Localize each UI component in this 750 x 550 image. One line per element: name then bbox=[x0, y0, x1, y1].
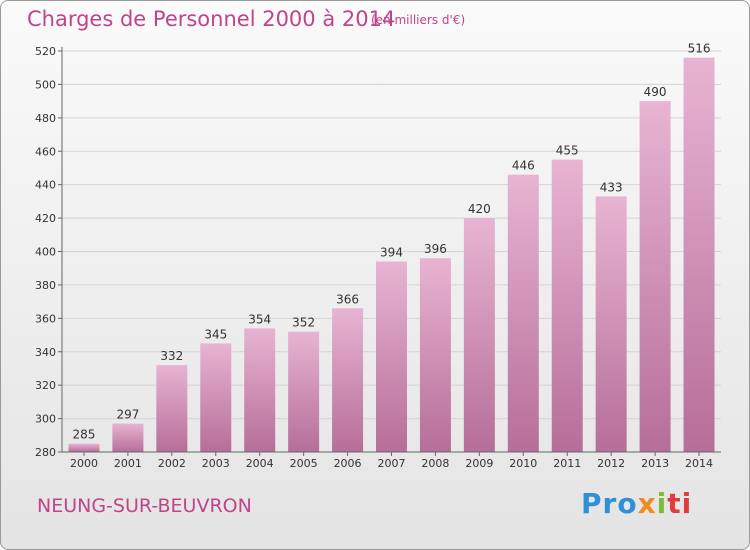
value-label-2012: 433 bbox=[600, 180, 623, 194]
bar-2000 bbox=[68, 443, 100, 452]
value-label-2006: 366 bbox=[336, 292, 359, 306]
value-label-2007: 394 bbox=[380, 246, 403, 260]
bars bbox=[68, 57, 715, 452]
y-tick-label: 360 bbox=[35, 312, 56, 325]
x-tick-label-2006: 2006 bbox=[334, 457, 362, 470]
value-label-2010: 446 bbox=[512, 159, 535, 173]
y-tick-label: 280 bbox=[35, 446, 56, 459]
y-tick-label: 420 bbox=[35, 212, 56, 225]
y-tick-label: 400 bbox=[35, 246, 56, 259]
value-label-2003: 345 bbox=[204, 327, 227, 341]
y-tick-label: 340 bbox=[35, 346, 56, 359]
bar-2007 bbox=[376, 261, 407, 452]
y-tick-label: 460 bbox=[35, 145, 56, 158]
value-label-2001: 297 bbox=[116, 408, 139, 422]
value-label-2014: 516 bbox=[688, 42, 711, 56]
x-tick-label-2007: 2007 bbox=[378, 457, 406, 470]
x-tick-label-2003: 2003 bbox=[202, 457, 230, 470]
x-tick-label-2014: 2014 bbox=[685, 457, 713, 470]
bar-2012 bbox=[595, 196, 627, 452]
proxiti-logo: Proxiti bbox=[581, 487, 693, 520]
bar-2009 bbox=[463, 218, 495, 452]
value-label-2013: 490 bbox=[644, 85, 667, 99]
bar-2011 bbox=[551, 159, 583, 452]
value-labels: 285 297 332 345 354 352 366 394 396 420 446 455 433 4… bbox=[73, 42, 711, 442]
value-label-2005: 352 bbox=[292, 316, 315, 330]
value-label-2002: 332 bbox=[160, 349, 183, 363]
bar-2008 bbox=[419, 258, 451, 452]
value-label-2011: 455 bbox=[556, 144, 579, 158]
value-label-2008: 396 bbox=[424, 242, 447, 256]
bar-2001 bbox=[112, 423, 144, 452]
y-tick-label: 500 bbox=[35, 78, 56, 91]
value-label-2000: 285 bbox=[73, 428, 96, 442]
x-tick-label-2013: 2013 bbox=[641, 457, 669, 470]
axes: 280 300 320 340 360 380 400 420 440 460 480 500 520 2… bbox=[35, 45, 721, 470]
bar-2006 bbox=[332, 308, 364, 452]
y-tick-label: 520 bbox=[35, 45, 56, 58]
bar-2003 bbox=[200, 343, 232, 452]
value-label-2004: 354 bbox=[248, 312, 271, 326]
x-tick-label-2009: 2009 bbox=[465, 457, 493, 470]
chart-title: Charges de Personnel 2000 à 2014 bbox=[27, 7, 396, 31]
x-tick-label-2005: 2005 bbox=[290, 457, 318, 470]
x-tick-label-2012: 2012 bbox=[597, 457, 625, 470]
y-tick-label: 440 bbox=[35, 179, 56, 192]
x-tick-label-2011: 2011 bbox=[553, 457, 581, 470]
x-tick-label-2000: 2000 bbox=[70, 457, 98, 470]
y-tick-label: 320 bbox=[35, 379, 56, 392]
value-label-2009: 420 bbox=[468, 202, 491, 216]
x-tick-label-2001: 2001 bbox=[114, 457, 142, 470]
x-tick-label-2008: 2008 bbox=[421, 457, 449, 470]
x-tick-label-2004: 2004 bbox=[246, 457, 274, 470]
y-tick-label: 480 bbox=[35, 112, 56, 125]
chart-subtitle: (en milliers d'€) bbox=[371, 13, 466, 27]
location-name: NEUNG-SUR-BEUVRON bbox=[37, 495, 252, 517]
bar-2005 bbox=[288, 331, 320, 452]
y-tick-label: 300 bbox=[35, 413, 56, 426]
bar-2013 bbox=[639, 101, 671, 452]
x-tick-label-2010: 2010 bbox=[509, 457, 537, 470]
y-tick-label: 380 bbox=[35, 279, 56, 292]
bar-2004 bbox=[244, 328, 276, 452]
bar-2010 bbox=[507, 174, 539, 452]
bar-2002 bbox=[156, 365, 188, 452]
bar-2014 bbox=[683, 57, 715, 452]
x-tick-label-2002: 2002 bbox=[158, 457, 186, 470]
